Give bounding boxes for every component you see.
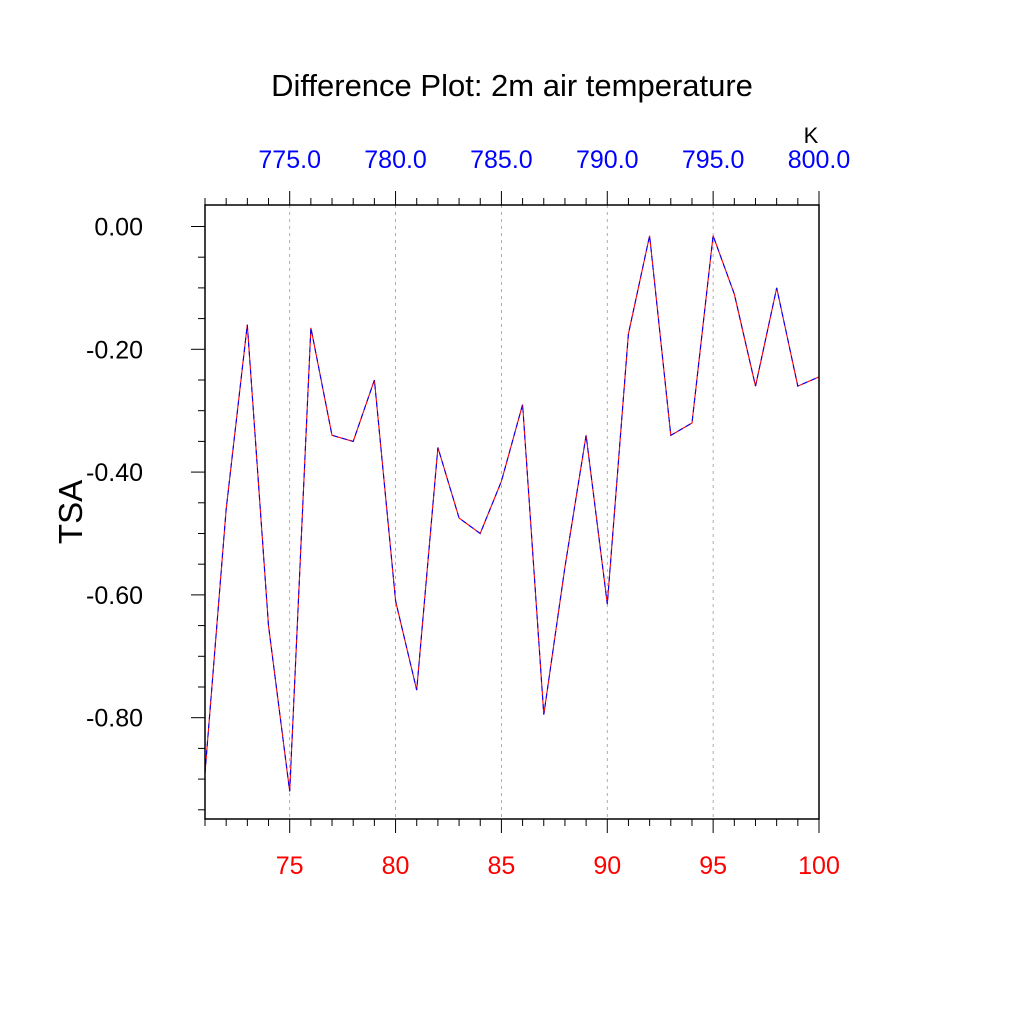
x-tick-label: 90 — [593, 852, 621, 880]
axis-ticks — [191, 191, 820, 833]
x-tick-label: 80 — [382, 852, 410, 880]
series-line-blue — [204, 235, 820, 792]
tick-labels: 75 80 85 90 95 100 775.0 780.0 785.0 790.0 795.0 80… — [86, 146, 850, 880]
x-tick-label: 85 — [488, 852, 516, 880]
top-tick-label: 780.0 — [364, 146, 427, 174]
y-axis-label: TSA — [52, 480, 89, 544]
top-tick-label: 785.0 — [470, 146, 533, 174]
top-tick-label: 790.0 — [576, 146, 639, 174]
x-tick-label: 100 — [798, 852, 840, 880]
y-tick-label: -0.60 — [86, 582, 143, 610]
plot-frame — [204, 204, 820, 820]
y-tick-label: -0.80 — [86, 705, 143, 733]
grid-lines — [289, 205, 714, 819]
y-tick-label: -0.40 — [86, 459, 143, 487]
x-tick-label: 75 — [276, 852, 304, 880]
series-layer — [204, 235, 820, 792]
top-tick-label: 775.0 — [258, 146, 321, 174]
chart-title: Difference Plot: 2m air temperature — [271, 68, 753, 103]
y-tick-label: 0.00 — [94, 213, 143, 241]
top-tick-label: 795.0 — [682, 146, 745, 174]
series-line-red — [204, 235, 820, 792]
top-axis-unit: K — [804, 123, 819, 148]
x-tick-label: 95 — [699, 852, 727, 880]
y-tick-label: -0.20 — [86, 336, 143, 364]
top-tick-label: 800.0 — [788, 146, 851, 174]
